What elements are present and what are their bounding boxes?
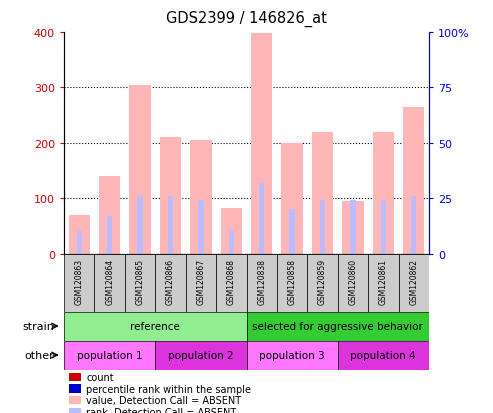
Bar (368, 254, 398, 312)
Bar (186, 254, 216, 312)
Bar (282, 143, 303, 254)
Text: selected for aggressive behavior: selected for aggressive behavior (252, 321, 423, 331)
Bar (216, 254, 246, 312)
Bar (221, 209, 242, 254)
Text: count: count (86, 372, 114, 382)
Bar (246, 312, 429, 341)
Bar (69, 408, 81, 413)
Text: population 2: population 2 (168, 350, 234, 360)
Text: GSM120861: GSM120861 (379, 259, 388, 304)
Text: other: other (25, 350, 54, 360)
Text: GSM120862: GSM120862 (409, 259, 418, 304)
Bar (277, 254, 307, 312)
Bar (190, 141, 211, 254)
Bar (69, 373, 81, 381)
Text: reference: reference (130, 321, 180, 331)
Text: GSM120838: GSM120838 (257, 259, 266, 304)
Bar (251, 34, 272, 254)
Bar (125, 254, 155, 312)
Bar (403, 108, 424, 254)
Text: rank, Detection Call = ABSENT: rank, Detection Call = ABSENT (86, 407, 237, 413)
Bar (312, 133, 333, 254)
Bar (307, 254, 338, 312)
Bar (381, 201, 386, 254)
Bar (320, 201, 325, 254)
Bar (155, 254, 186, 312)
Text: GSM120860: GSM120860 (349, 259, 357, 305)
Text: strain: strain (22, 321, 54, 331)
Bar (138, 197, 143, 254)
Bar (338, 254, 368, 312)
Bar (64, 312, 246, 341)
Text: GSM120864: GSM120864 (105, 259, 114, 305)
Text: population 4: population 4 (351, 350, 416, 360)
Text: GSM120866: GSM120866 (166, 259, 175, 305)
Bar (95, 254, 125, 312)
Text: GDS2399 / 146826_at: GDS2399 / 146826_at (166, 10, 327, 26)
Bar (229, 232, 234, 254)
Text: GSM120859: GSM120859 (318, 259, 327, 305)
Bar (246, 341, 338, 370)
Bar (64, 341, 155, 370)
Bar (99, 177, 120, 254)
Bar (64, 254, 95, 312)
Bar (246, 254, 277, 312)
Text: GSM120863: GSM120863 (75, 259, 84, 305)
Bar (76, 232, 82, 254)
Bar (398, 254, 429, 312)
Bar (107, 216, 112, 254)
Bar (155, 341, 246, 370)
Bar (350, 201, 355, 254)
Text: population 3: population 3 (259, 350, 325, 360)
Bar (69, 385, 81, 393)
Text: GSM120867: GSM120867 (196, 259, 206, 305)
Bar (338, 341, 429, 370)
Text: population 1: population 1 (77, 350, 142, 360)
Bar (373, 133, 394, 254)
Text: GSM120865: GSM120865 (136, 259, 144, 305)
Bar (69, 215, 90, 254)
Bar (411, 197, 417, 254)
Bar (289, 210, 295, 254)
Bar (342, 202, 363, 254)
Bar (198, 201, 204, 254)
Text: GSM120868: GSM120868 (227, 259, 236, 304)
Text: value, Detection Call = ABSENT: value, Detection Call = ABSENT (86, 395, 242, 405)
Bar (168, 197, 173, 254)
Bar (160, 138, 181, 254)
Bar (69, 396, 81, 404)
Text: GSM120858: GSM120858 (287, 259, 297, 304)
Text: percentile rank within the sample: percentile rank within the sample (86, 384, 251, 394)
Bar (259, 183, 264, 254)
Bar (130, 85, 151, 254)
